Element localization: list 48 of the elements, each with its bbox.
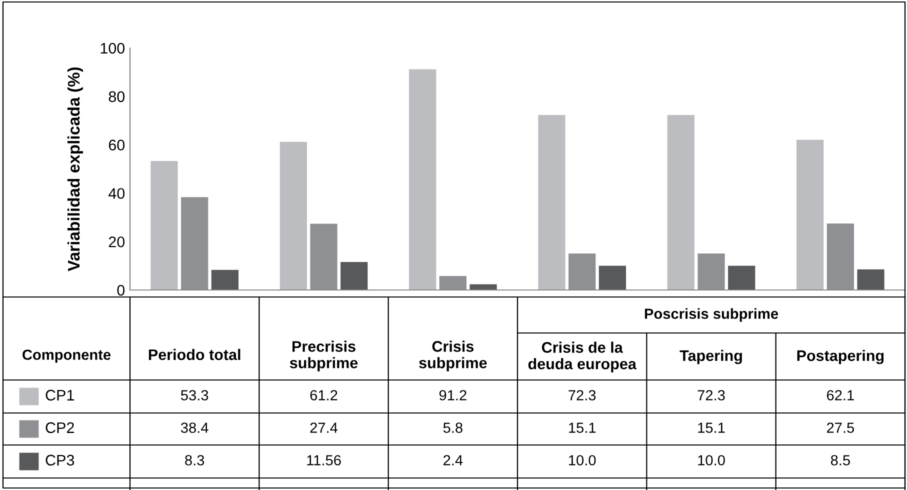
data-label: 2.4 [444,455,463,466]
data-label: 27.4 [310,422,338,433]
x-tick-label: Precrisis subprime [290,340,358,372]
text: Componente [22,350,111,363]
bar [211,270,238,290]
y-tick-label: 40 [108,188,125,199]
legend-label: CP1 [46,390,74,401]
y-tick-label: 80 [108,91,125,102]
data-label: 10.0 [569,455,596,466]
legend-label: CP2 [46,422,74,434]
x-tick-label: Postapering [797,350,884,364]
y-axis-title: Variabilidad explicada (%) [67,67,83,272]
text: Poscrisis subprime [644,308,778,322]
data-label: 11.56 [307,455,341,466]
data-label: 72.3 [568,390,596,400]
data-label: 62.1 [826,390,854,400]
x-tick-label: Crisis de la deuda europea [528,342,637,372]
bar [340,262,368,290]
data-label: 10.0 [698,455,725,466]
bar [470,284,497,290]
data-label: 53.3 [180,390,208,400]
data-label: 15.1 [698,422,725,433]
y-tick-label: 0 [117,284,125,296]
bar [538,115,566,290]
y-tick-label: 20 [108,236,125,248]
data-label: 91.2 [439,390,466,400]
bar [728,266,756,290]
bar [280,142,307,290]
data-label: 8.3 [185,455,204,466]
legend-label: CP3 [46,454,74,466]
data-label: 15.1 [569,422,596,433]
bar [409,69,436,290]
y-tick-label: 60 [108,140,125,150]
y-tick-label: 100 [100,42,125,54]
bar [598,266,626,290]
data-label: 38.4 [180,422,208,433]
x-tick-label: Crisis subprime [419,340,487,372]
data-label: 72.3 [698,390,725,400]
data-label: 27.5 [826,422,854,433]
bar [857,269,884,290]
data-label: 8.5 [830,455,850,466]
x-tick-label: Tapering [680,350,742,364]
bar [667,115,694,290]
bar [150,161,178,290]
data-label: 5.8 [443,422,462,433]
data-label: 61.2 [310,390,338,400]
bar [796,140,824,290]
x-tick-label: Periodo total [148,348,240,360]
